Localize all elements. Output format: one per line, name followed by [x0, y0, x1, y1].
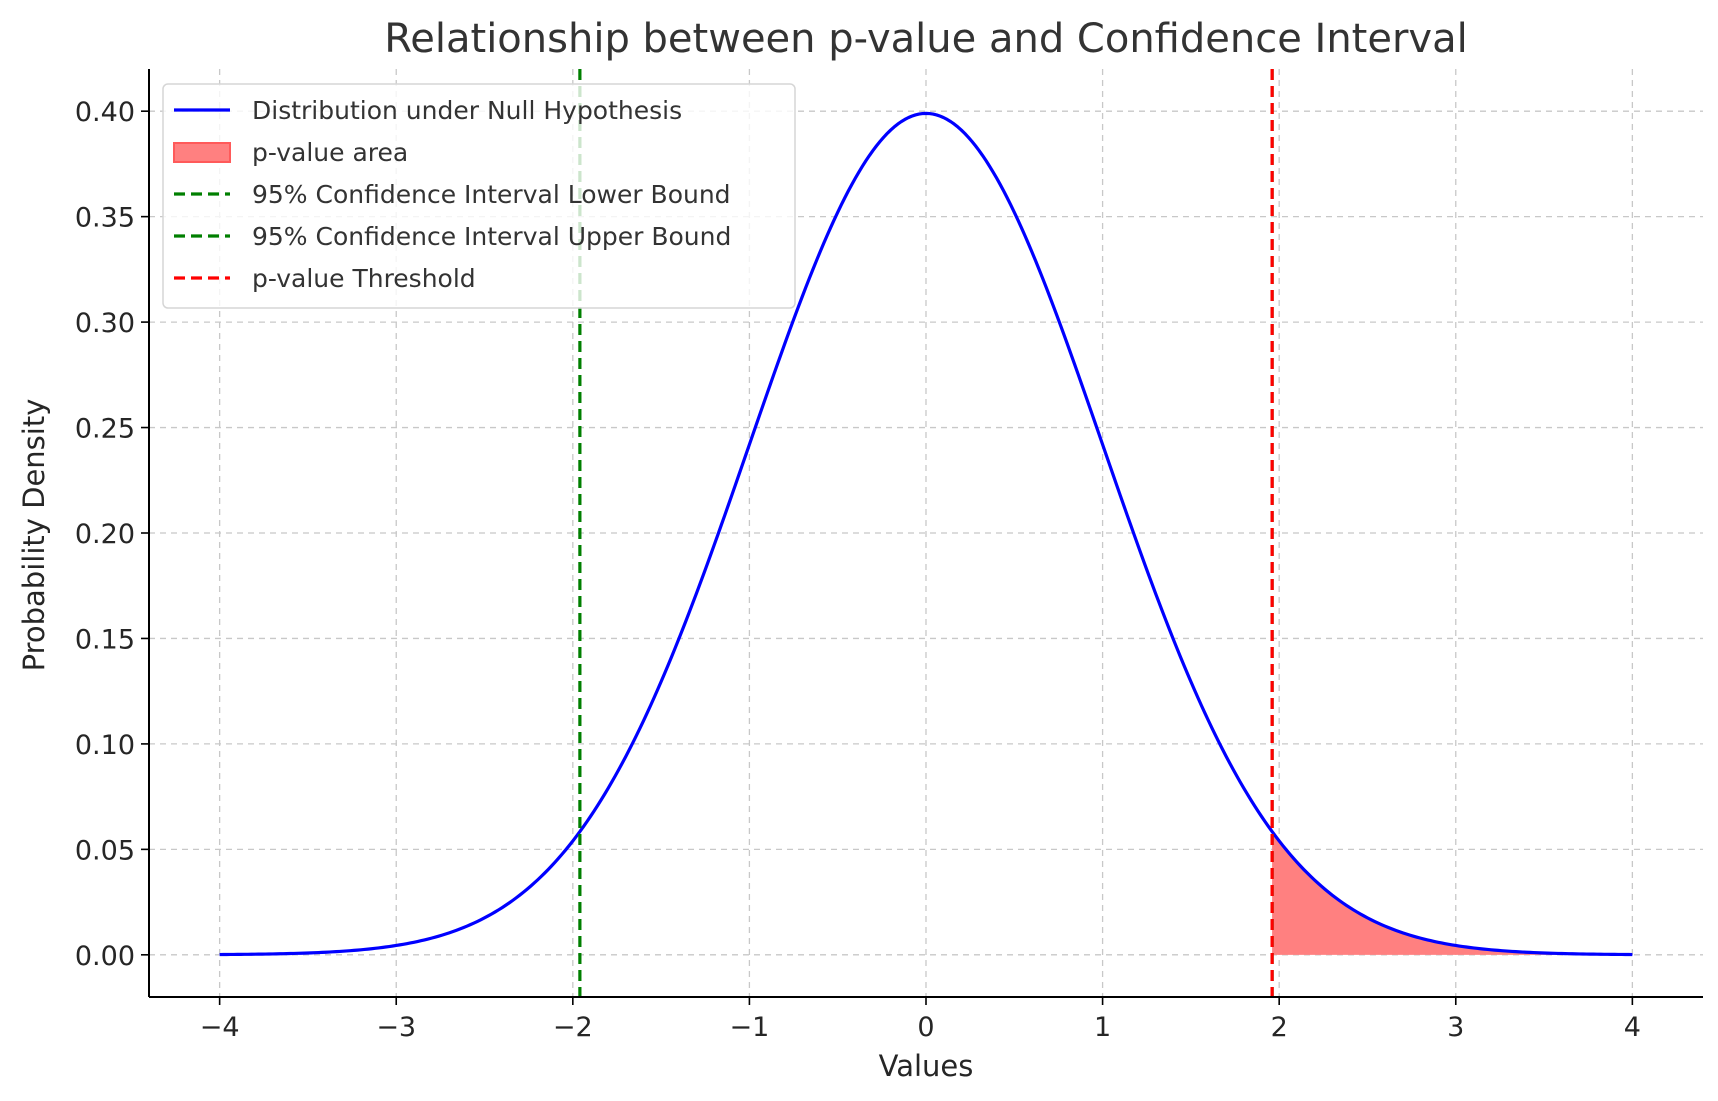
y-tick-label: 0.10	[75, 730, 135, 761]
y-tick-label: 0.15	[75, 624, 135, 655]
x-tick-label: 1	[1094, 1012, 1111, 1043]
p-value-area	[1272, 831, 1633, 955]
legend-entry: 95% Confidence Interval Lower Bound	[174, 180, 731, 209]
legend-label: p-value area	[252, 138, 408, 167]
legend-entry: p-value Threshold	[174, 264, 476, 293]
y-tick-label: 0.05	[75, 835, 135, 866]
legend-entry: 95% Confidence Interval Upper Bound	[174, 222, 731, 251]
legend-label: 95% Confidence Interval Lower Bound	[252, 180, 731, 209]
axes	[141, 69, 1703, 1005]
x-tick-label: 2	[1271, 1012, 1288, 1043]
x-tick-label: 4	[1624, 1012, 1641, 1043]
y-tick-label: 0.20	[75, 519, 135, 550]
x-tick-label: −2	[553, 1012, 593, 1043]
y-tick-label: 0.30	[75, 308, 135, 339]
y-tick-label: 0.25	[75, 414, 135, 445]
x-tick-label: −3	[376, 1012, 416, 1043]
y-tick-label: 0.00	[75, 941, 135, 972]
legend: Distribution under Null Hypothesis p-valu…	[162, 83, 796, 309]
x-tick-label: 3	[1447, 1012, 1464, 1043]
legend-label: Distribution under Null Hypothesis	[252, 96, 682, 125]
x-tick-label: −4	[200, 1012, 240, 1043]
series-line-null-distribution	[219, 111, 1633, 957]
y-tick-label: 0.35	[75, 203, 135, 234]
x-tick-label: 0	[917, 1012, 934, 1043]
x-tick-label: −1	[730, 1012, 770, 1043]
tick-labels: −4 −3 −2 −1 0 1 2 3 4 0.00 0.05 0.10 0.15 0.20 0.25 0.3…	[75, 97, 1641, 1043]
legend-swatch	[173, 142, 231, 163]
legend-label: p-value Threshold	[252, 264, 476, 293]
legend-entry: p-value area	[173, 138, 408, 167]
p-value-area-layer	[1272, 831, 1633, 955]
legend-entry: Distribution under Null Hypothesis	[174, 96, 682, 125]
chart-title: Relationship between p-value and Confide…	[384, 16, 1467, 62]
legend-label: 95% Confidence Interval Upper Bound	[252, 222, 731, 251]
x-axis-label: Values	[879, 1049, 974, 1083]
legend-box	[162, 83, 796, 309]
y-axis-label: Probability Density	[17, 399, 51, 672]
y-tick-label: 0.40	[75, 97, 135, 128]
